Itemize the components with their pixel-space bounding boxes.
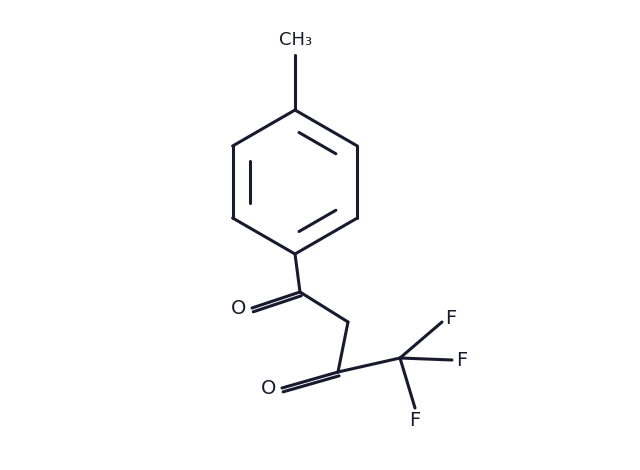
Text: CH₃: CH₃	[280, 31, 312, 49]
Text: F: F	[456, 351, 468, 369]
Text: F: F	[445, 308, 456, 328]
Text: F: F	[410, 410, 420, 430]
Text: O: O	[261, 378, 276, 398]
Text: O: O	[231, 298, 246, 318]
